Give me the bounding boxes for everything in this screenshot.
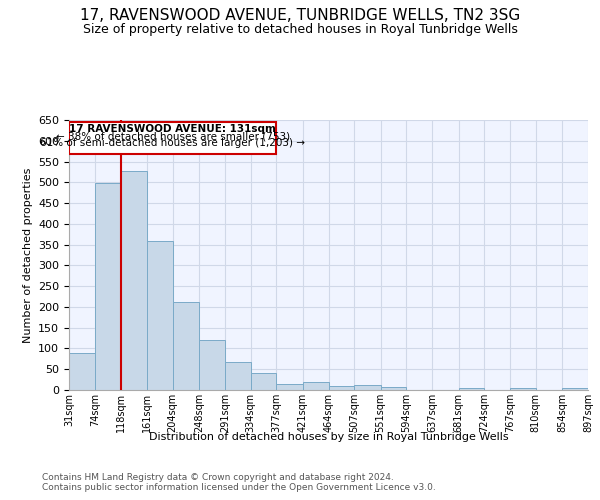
Bar bbox=[173, 302, 199, 390]
Bar bbox=[121, 171, 147, 390]
Bar bbox=[69, 354, 95, 390]
Bar bbox=[329, 386, 354, 390]
Bar bbox=[458, 388, 484, 390]
Text: ← 38% of detached houses are smaller (753): ← 38% of detached houses are smaller (75… bbox=[56, 131, 290, 141]
Bar bbox=[199, 340, 225, 390]
Bar bbox=[380, 387, 406, 390]
Y-axis label: Number of detached properties: Number of detached properties bbox=[23, 168, 32, 342]
Bar bbox=[277, 384, 303, 390]
Text: 17, RAVENSWOOD AVENUE, TUNBRIDGE WELLS, TN2 3SG: 17, RAVENSWOOD AVENUE, TUNBRIDGE WELLS, … bbox=[80, 8, 520, 22]
Text: Size of property relative to detached houses in Royal Tunbridge Wells: Size of property relative to detached ho… bbox=[83, 22, 517, 36]
Bar bbox=[95, 183, 121, 390]
Bar bbox=[510, 388, 536, 390]
Text: 61% of semi-detached houses are larger (1,203) →: 61% of semi-detached houses are larger (… bbox=[40, 138, 305, 148]
Text: Contains HM Land Registry data © Crown copyright and database right 2024.: Contains HM Land Registry data © Crown c… bbox=[42, 472, 394, 482]
Text: Distribution of detached houses by size in Royal Tunbridge Wells: Distribution of detached houses by size … bbox=[149, 432, 509, 442]
Bar bbox=[303, 382, 329, 390]
Bar bbox=[69, 122, 277, 154]
Bar bbox=[354, 385, 380, 390]
Bar bbox=[562, 388, 588, 390]
Bar bbox=[251, 372, 277, 390]
Bar bbox=[225, 362, 251, 390]
Bar bbox=[147, 242, 173, 390]
Text: 17 RAVENSWOOD AVENUE: 131sqm: 17 RAVENSWOOD AVENUE: 131sqm bbox=[69, 124, 276, 134]
Text: Contains public sector information licensed under the Open Government Licence v3: Contains public sector information licen… bbox=[42, 484, 436, 492]
